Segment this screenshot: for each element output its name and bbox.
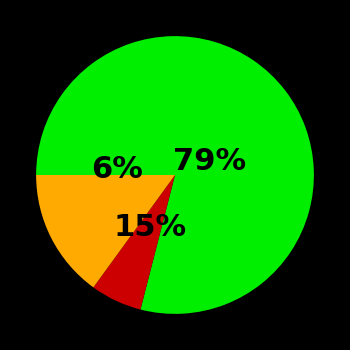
Text: 6%: 6% — [91, 155, 142, 184]
Wedge shape — [36, 175, 175, 287]
Text: 79%: 79% — [173, 147, 246, 176]
Text: 15%: 15% — [113, 213, 187, 242]
Wedge shape — [36, 36, 314, 314]
Wedge shape — [93, 175, 175, 309]
